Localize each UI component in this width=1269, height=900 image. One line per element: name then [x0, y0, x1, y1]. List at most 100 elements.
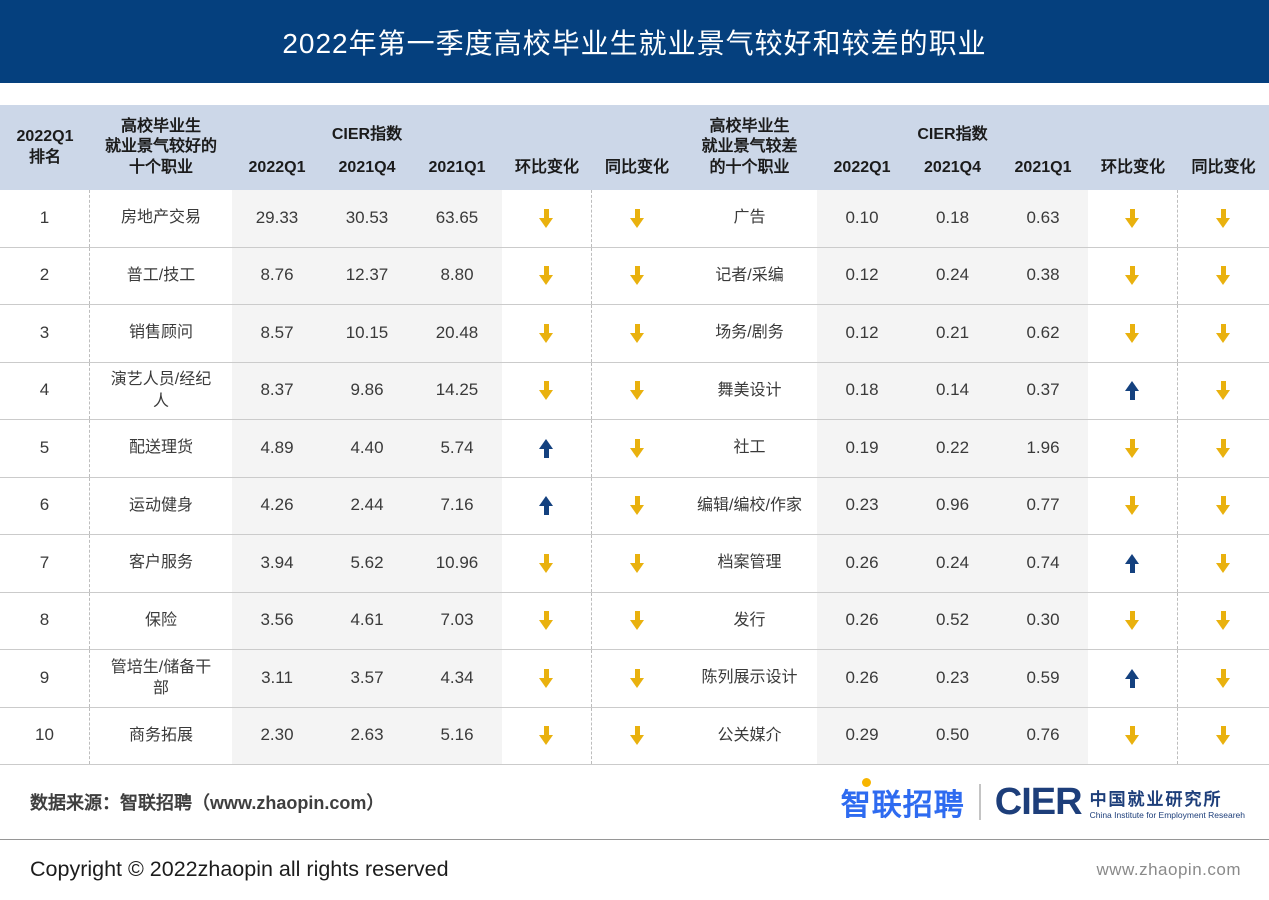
bad-cier-2022q1-cell: 0.18: [817, 362, 907, 419]
bad-cier-2021q1-cell: 0.38: [998, 247, 1088, 304]
bad-occupation-cell: 广告: [733, 209, 766, 227]
bad-occupation-cell: 舞美设计: [717, 381, 782, 399]
bad-yoy-trend-cell: [1178, 190, 1269, 247]
trend-down-icon: [1216, 266, 1231, 286]
bad-cier-2021q4-cell: 0.18: [907, 190, 998, 247]
bad-yoy-trend-cell: [1178, 593, 1269, 650]
col-header-good-2021q1: 2021Q1: [428, 159, 486, 177]
cier-org-name-en: China Institute for Employment Researeh: [1089, 809, 1245, 820]
bad-mom-trend-cell: [1088, 707, 1178, 764]
trend-up-icon: [1125, 381, 1140, 401]
good-cier-2022q1-cell: 8.57: [232, 305, 322, 362]
good-occupation-cell: 销售顾问: [128, 324, 193, 342]
trend-down-icon: [1216, 496, 1231, 516]
table-body: 1 房地产交易 29.33 30.53 63.65 广告 0.10 0.18 0…: [0, 190, 1269, 765]
good-yoy-trend-cell: [592, 248, 682, 305]
bad-cier-2021q1-cell: 0.30: [998, 592, 1088, 649]
good-cier-2021q1-cell: 5.74: [412, 420, 502, 477]
bad-cier-2021q1-cell: 0.59: [998, 650, 1088, 707]
bad-mom-trend-cell: [1088, 592, 1178, 649]
bad-yoy-trend-cell: [1178, 305, 1269, 362]
good-cier-2021q4-cell: 4.61: [322, 592, 412, 649]
bad-mom-trend-cell: [1088, 362, 1178, 419]
good-cier-2022q1-cell: 2.30: [232, 707, 322, 764]
good-yoy-trend-cell: [592, 420, 682, 477]
good-cier-2021q1-cell: 4.34: [412, 650, 502, 707]
trend-down-icon: [1216, 438, 1231, 458]
bad-mom-trend-cell: [1088, 247, 1178, 304]
bad-cier-2021q1-cell: 0.37: [998, 362, 1088, 419]
good-cier-2022q1-cell: 3.56: [232, 592, 322, 649]
trend-up-icon: [539, 496, 554, 516]
good-cier-2021q4-cell: 2.44: [322, 477, 412, 534]
col-header-good-2021q4: 2021Q4: [338, 159, 396, 177]
table-row: 3 销售顾问 8.57 10.15 20.48 场务/剧务 0.12 0.21 …: [0, 305, 1269, 363]
zhaopin-logo-dot-icon: [861, 778, 871, 787]
good-cier-2021q4-cell: 30.53: [322, 190, 412, 247]
trend-down-icon: [539, 323, 554, 343]
table-row: 2 普工/技工 8.76 12.37 8.80 记者/采编 0.12 0.24 …: [0, 247, 1269, 305]
col-header-bad-mom-change: 环比变化: [1100, 159, 1165, 177]
bad-occupation-cell: 编辑/编校/作家: [697, 496, 802, 514]
good-yoy-trend-cell: [592, 593, 682, 650]
good-cier-2021q1-cell: 5.16: [412, 707, 502, 764]
trend-down-icon: [1216, 553, 1231, 573]
bad-yoy-trend-cell: [1178, 708, 1269, 765]
bad-cier-2022q1-cell: 0.26: [817, 650, 907, 707]
good-yoy-trend-cell: [592, 190, 682, 247]
bad-yoy-trend-cell: [1178, 478, 1269, 535]
good-cier-2022q1-cell: 8.37: [232, 362, 322, 419]
trend-down-icon: [629, 553, 645, 573]
good-mom-trend-cell: [502, 420, 592, 477]
good-cier-2021q1-cell: 7.16: [412, 477, 502, 534]
good-cier-2021q4-cell: 9.86: [322, 362, 412, 419]
bad-occupation-cell: 档案管理: [717, 554, 782, 572]
good-occupation-cell: 商务拓展: [128, 726, 193, 744]
rank-header-line2: 排名: [28, 148, 61, 166]
trend-down-icon: [1125, 496, 1140, 516]
bad-yoy-trend-cell: [1178, 420, 1269, 477]
col-header-good-occupations: 高校毕业生 就业景气较好的 十个职业: [104, 117, 217, 176]
good-cier-2021q1-cell: 7.03: [412, 592, 502, 649]
trend-down-icon: [629, 726, 645, 746]
trend-down-icon: [629, 496, 645, 516]
trend-down-icon: [629, 323, 645, 343]
trend-down-icon: [539, 381, 554, 401]
good-cier-2022q1-cell: 29.33: [232, 190, 322, 247]
bad-cier-2022q1-cell: 0.26: [817, 535, 907, 592]
trend-down-icon: [1125, 266, 1140, 286]
rank-cell: 7: [0, 535, 90, 592]
source-row: 数据来源：智联招聘（www.zhaopin.com） 智联招聘 CIER 中国就…: [0, 765, 1269, 840]
cier-org-name-cn: 中国就业研究所: [1089, 789, 1223, 809]
good-occupation-cell: 管培生/储备干部: [110, 658, 212, 698]
bad-occupation-cell: 公关媒介: [717, 726, 782, 744]
good-yoy-trend-cell: [592, 650, 682, 707]
rank-cell: 5: [0, 420, 90, 477]
bad-cier-2021q4-cell: 0.22: [907, 420, 998, 477]
rank-cell: 6: [0, 477, 90, 534]
trend-down-icon: [1216, 668, 1231, 688]
trend-down-icon: [1216, 726, 1231, 746]
rank-cell: 4: [0, 362, 90, 419]
trend-down-icon: [629, 381, 645, 401]
trend-down-icon: [539, 611, 554, 631]
bad-mom-trend-cell: [1088, 650, 1178, 707]
rank-cell: 3: [0, 305, 90, 362]
good-cier-2021q4-cell: 3.57: [322, 650, 412, 707]
col-header-good-yoy-change: 同比变化: [604, 159, 669, 177]
good-yoy-trend-cell: [592, 363, 682, 420]
good-cier-2022q1-cell: 8.76: [232, 247, 322, 304]
good-yoy-trend-cell: [592, 305, 682, 362]
bad-occupation-cell: 陈列展示设计: [701, 669, 798, 687]
good-occupation-cell: 普工/技工: [126, 266, 196, 284]
good-cier-2021q4-cell: 4.40: [322, 420, 412, 477]
bad-cier-2021q4-cell: 0.23: [907, 650, 998, 707]
col-header-cier-index-good: CIER指数: [331, 125, 403, 143]
trend-down-icon: [629, 438, 645, 458]
data-source-text: 数据来源：智联招聘（www.zhaopin.com）: [30, 793, 385, 813]
good-cier-2022q1-cell: 4.89: [232, 420, 322, 477]
bad-cier-2021q1-cell: 0.74: [998, 535, 1088, 592]
good-occupation-cell: 房地产交易: [120, 209, 201, 227]
table-header: 2022Q1 排名 高校毕业生 就业景气较好的 十个职业 CIER指数 2022…: [0, 105, 1269, 190]
good-occupation-cell: 客户服务: [128, 554, 193, 572]
